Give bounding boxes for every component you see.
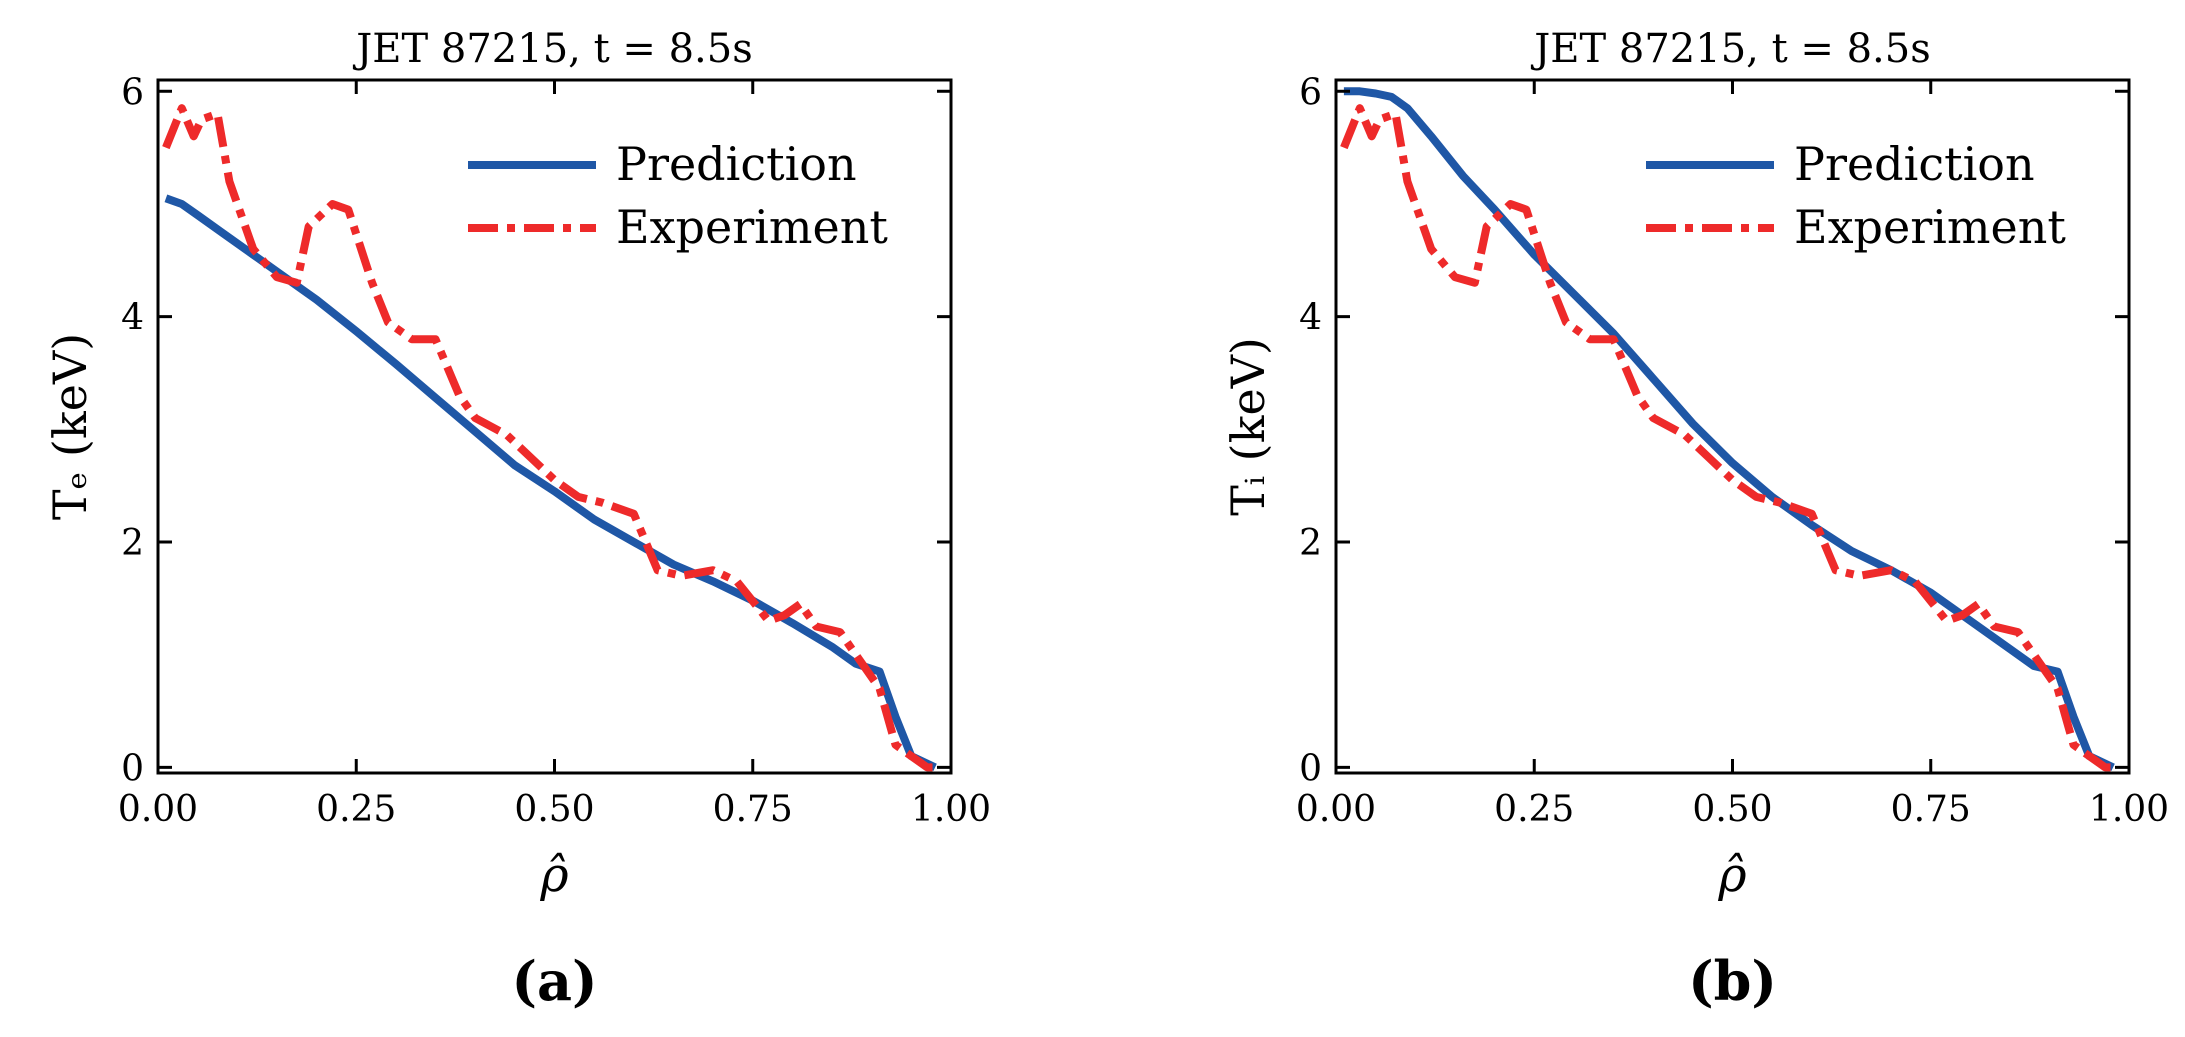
x-tick-label: 1.00 xyxy=(911,789,991,830)
panel-label: (a) xyxy=(511,949,597,1013)
x-tick-label: 0.25 xyxy=(316,789,396,830)
x-tick-label: 1.00 xyxy=(2089,789,2169,830)
chart-panel-b: 0.00 0.25 0.50 0.75 1.00 0 2 4 6 JET 87215, t = 8… xyxy=(1221,26,2169,1013)
y-tick-label: 6 xyxy=(1299,72,1322,113)
x-tick-label: 0.50 xyxy=(514,789,594,830)
x-axis-label: ρ̂ xyxy=(539,847,568,903)
series-line-experiment xyxy=(1340,104,2114,772)
x-tick-label: 0.00 xyxy=(118,789,198,830)
legend-label-prediction: Prediction xyxy=(616,137,857,191)
legend: Prediction Experiment xyxy=(468,137,888,254)
x-tick-label: 0.50 xyxy=(1692,789,1772,830)
y-axis-label: Tᵢ (keV) xyxy=(1221,337,1275,516)
y-tick-label: 2 xyxy=(1299,523,1322,564)
legend-label-experiment: Experiment xyxy=(1794,200,2066,254)
y-tick-label: 4 xyxy=(121,298,144,339)
y-tick-label: 2 xyxy=(121,523,144,564)
chart-title: JET 87215, t = 8.5s xyxy=(1530,26,1930,72)
y-tick-label: 6 xyxy=(121,72,144,113)
series-line-prediction xyxy=(1343,87,2115,772)
y-tick-label: 0 xyxy=(1299,748,1322,789)
chart-panel-a: 0.00 0.25 0.50 0.75 1.00 0 2 4 6 JET 87215, t = 8… xyxy=(43,26,991,1013)
x-axis-label: ρ̂ xyxy=(1717,847,1746,903)
legend-label-experiment: Experiment xyxy=(616,200,888,254)
y-tick-label: 0 xyxy=(121,748,144,789)
legend-label-prediction: Prediction xyxy=(1794,137,2035,191)
x-tick-label: 0.00 xyxy=(1296,789,1376,830)
panel-label: (b) xyxy=(1688,949,1777,1013)
y-axis-label: Tₑ (keV) xyxy=(43,333,97,520)
x-tick-label: 0.25 xyxy=(1494,789,1574,830)
x-tick-label: 0.75 xyxy=(1891,789,1971,830)
legend: Prediction Experiment xyxy=(1646,137,2066,254)
x-tick-label: 0.75 xyxy=(713,789,793,830)
chart-title: JET 87215, t = 8.5s xyxy=(352,26,752,72)
series-line-experiment xyxy=(162,104,936,772)
y-tick-label: 4 xyxy=(1299,298,1322,339)
series-line-prediction xyxy=(164,194,937,772)
